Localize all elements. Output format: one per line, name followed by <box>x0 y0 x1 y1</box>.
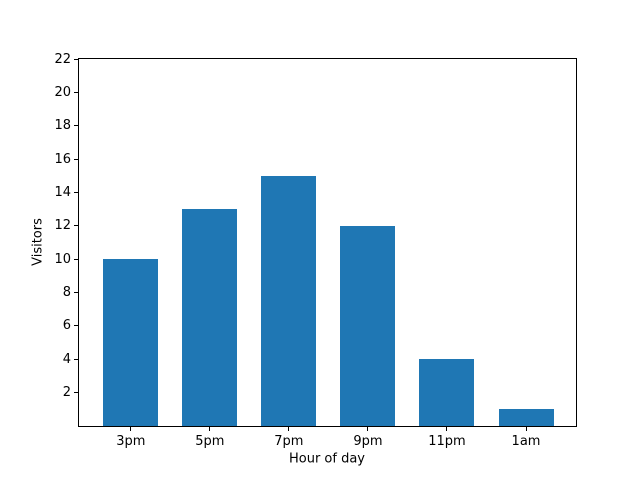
plot-area <box>78 58 577 427</box>
y-tick-mark <box>74 91 78 93</box>
bar-9pm <box>340 225 396 426</box>
x-tick-mark <box>367 427 369 431</box>
y-tick-label: 2 <box>62 385 71 401</box>
bar-7pm <box>261 175 317 426</box>
bar-3pm <box>103 259 159 426</box>
y-axis-label: Visitors <box>30 218 46 266</box>
x-tick-mark <box>446 427 448 431</box>
y-tick-label: 20 <box>54 84 71 100</box>
y-tick-label: 22 <box>54 51 71 67</box>
x-tick-label: 3pm <box>116 434 146 449</box>
x-tick-label: 5pm <box>195 434 225 449</box>
y-tick-mark <box>74 58 78 60</box>
y-tick-mark <box>74 358 78 360</box>
y-tick-label: 18 <box>54 118 71 134</box>
x-axis-label: Hour of day <box>288 451 366 467</box>
y-tick-mark <box>74 292 78 294</box>
bar-5pm <box>182 209 238 426</box>
y-tick-label: 14 <box>54 184 71 200</box>
y-tick-label: 12 <box>54 218 71 234</box>
y-tick-label: 6 <box>62 318 71 334</box>
y-tick-mark <box>74 392 78 394</box>
x-tick-label: 11pm <box>428 434 466 449</box>
y-tick-mark <box>74 158 78 160</box>
y-tick-mark <box>74 325 78 327</box>
x-tick-label: 7pm <box>274 434 304 449</box>
x-tick-label: 9pm <box>353 434 383 449</box>
x-tick-mark <box>130 427 132 431</box>
bar-1am <box>498 409 554 426</box>
x-tick-mark <box>288 427 290 431</box>
y-tick-mark <box>74 258 78 260</box>
x-tick-label: 1am <box>511 434 541 449</box>
y-tick-mark <box>74 225 78 227</box>
y-tick-mark <box>74 191 78 193</box>
y-tick-label: 4 <box>62 351 71 367</box>
y-tick-label: 16 <box>54 151 71 167</box>
bar-11pm <box>419 359 475 426</box>
y-tick-mark <box>74 125 78 127</box>
x-tick-mark <box>525 427 527 431</box>
y-tick-label: 10 <box>54 251 71 267</box>
x-tick-mark <box>209 427 211 431</box>
y-tick-label: 8 <box>62 285 71 301</box>
